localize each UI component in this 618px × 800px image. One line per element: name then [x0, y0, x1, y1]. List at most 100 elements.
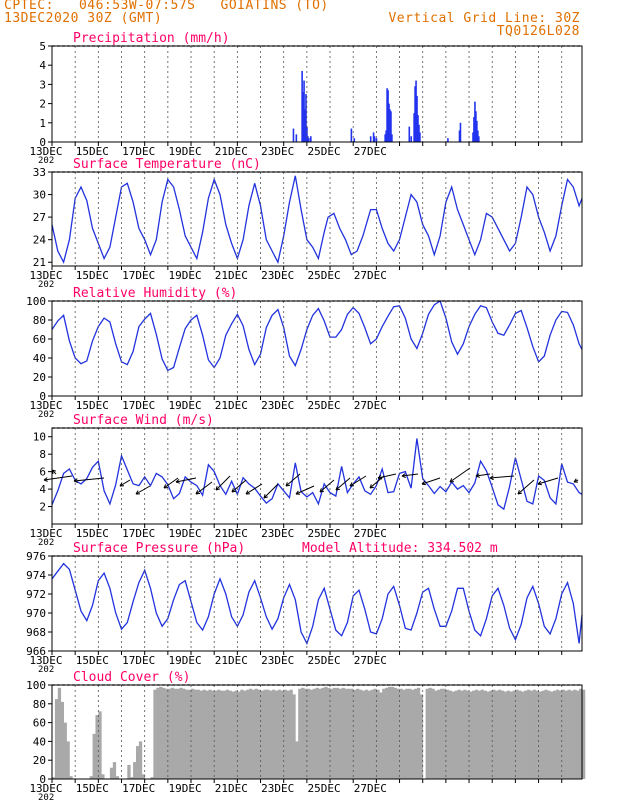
y-tick-label: 5: [39, 40, 46, 53]
cloud-bar: [141, 774, 146, 779]
wind-vector: [119, 479, 131, 487]
cloud-bar: [338, 688, 343, 779]
y-tick-label: 33: [33, 166, 46, 179]
x-tick-label: 27DEC: [354, 782, 387, 795]
panel-0: 0 1 2 3 4 5 13DEC 15DEC 17DEC 19DEC 21DEC 23DEC 25DE…: [29, 31, 583, 166]
precip-bar: [419, 132, 421, 142]
cloud-bar: [234, 690, 238, 779]
series-line: [51, 299, 583, 372]
header-datetime: 13DEC2020 30Z (GMT): [4, 11, 163, 26]
panel-title: Surface Temperature (nC): [73, 157, 261, 172]
cloud-bar: [246, 689, 250, 779]
x-tick-label: 19DEC: [168, 399, 201, 412]
cloud-bar: [214, 690, 218, 779]
cloud-bar: [298, 688, 302, 779]
cloud-bar: [240, 689, 244, 779]
x-tick-label: 13DEC: [29, 527, 62, 540]
cloud-bar: [541, 690, 545, 779]
cloud-bar: [170, 687, 175, 779]
cloud-bar: [115, 776, 120, 779]
cloud-bar: [576, 690, 580, 779]
cloud-bar: [196, 689, 201, 779]
x-tick-label: 21DEC: [215, 782, 248, 795]
cloud-bar: [347, 688, 351, 779]
wind-vector: [369, 475, 385, 489]
cloud-bar: [564, 690, 568, 779]
x-tick-label: 23DEC: [261, 269, 294, 282]
x-tick-label: 17DEC: [122, 527, 155, 540]
precip-bar: [477, 130, 479, 142]
cloud-bar: [277, 689, 282, 779]
panel-3: 2 4 6 8 10 13DEC 15DEC 17DEC 19DEC 21DEC 23DEC 25DE…: [29, 413, 583, 548]
panel-title: Surface Pressure (hPa): [73, 541, 245, 556]
cloud-bar: [416, 687, 421, 779]
cloud-bar: [364, 689, 369, 779]
x-year-label: 202: [38, 665, 54, 675]
precip-bar: [306, 126, 308, 142]
wind-arrowhead: [401, 473, 406, 478]
precip-bar: [302, 92, 304, 142]
cloud-bar: [193, 689, 198, 779]
cloud-bar: [182, 688, 186, 779]
y-tick-label: 80: [33, 698, 46, 711]
cloud-bar: [167, 688, 172, 779]
y-tick-label: 10: [33, 431, 46, 444]
wind-arrowhead: [119, 482, 125, 487]
wind-arrowhead: [475, 473, 480, 478]
cloud-bar: [411, 689, 415, 779]
panel-5: 0 20 40 60 80 100 13DEC 15DEC 17DEC 19DEC 21DEC 23D…: [26, 670, 586, 800]
cloud-bar: [162, 687, 166, 779]
precip-bar: [304, 109, 306, 142]
cloud-bar: [228, 690, 232, 779]
cloud-bar: [515, 689, 519, 779]
wind-vector: [263, 483, 279, 499]
panel-title: Relative Humidity (%): [73, 286, 237, 301]
cloud-bar: [176, 688, 180, 779]
wind-vector: [231, 479, 247, 493]
cloud-bar: [503, 691, 508, 779]
precip-bar: [386, 88, 388, 142]
cloud-bar: [52, 777, 56, 779]
cloud-bar: [555, 689, 560, 779]
cloud-bar: [393, 687, 398, 779]
cloud-bar: [535, 690, 539, 779]
cloud-bar: [442, 688, 447, 779]
cloud-bar: [188, 689, 192, 779]
cloud-bar: [231, 691, 235, 779]
x-year-label: 202: [38, 793, 54, 800]
header-grid-note: Vertical Grid Line: 30Z: [388, 11, 580, 26]
x-year-label: 202: [38, 538, 54, 548]
cloud-bar: [538, 691, 542, 779]
x-tick-label: 13DEC: [29, 399, 62, 412]
cloud-bar: [112, 762, 117, 779]
panel-title: Cloud Cover (%): [73, 670, 190, 685]
cloud-bar: [199, 690, 204, 779]
wind-arrowhead: [335, 486, 341, 491]
x-tick-label: 23DEC: [261, 145, 294, 158]
y-tick-label: 2: [39, 501, 46, 514]
cloud-bar: [399, 688, 403, 779]
precip-bar: [408, 126, 411, 142]
wind-arrowhead: [285, 482, 291, 487]
cloud-bar: [457, 689, 461, 779]
x-tick-label: 13DEC: [29, 654, 62, 667]
precip-bar: [384, 134, 386, 142]
cloud-bar: [54, 699, 59, 779]
cloud-bar: [509, 691, 513, 779]
cloud-bar: [547, 690, 551, 779]
precip-bar: [391, 134, 393, 142]
header-model-id: TQ0126L028: [496, 24, 580, 39]
x-tick-label: 15DEC: [76, 269, 109, 282]
cloud-bar: [205, 690, 209, 779]
precip-bar: [415, 80, 417, 142]
cloud-bar: [506, 690, 510, 779]
y-tick-label: 27: [33, 211, 46, 224]
panel-2: 0 20 40 60 80 100 13DEC 15DEC 17DEC 19DEC 21DEC 23D…: [26, 286, 583, 420]
wind-arrowhead: [295, 490, 301, 495]
x-year-label: 202: [38, 410, 54, 420]
precip-bar: [350, 128, 353, 142]
cloud-bar: [570, 690, 574, 779]
precip-bar: [388, 103, 390, 142]
precip-bar: [458, 130, 461, 142]
wind-vector: [475, 473, 491, 477]
